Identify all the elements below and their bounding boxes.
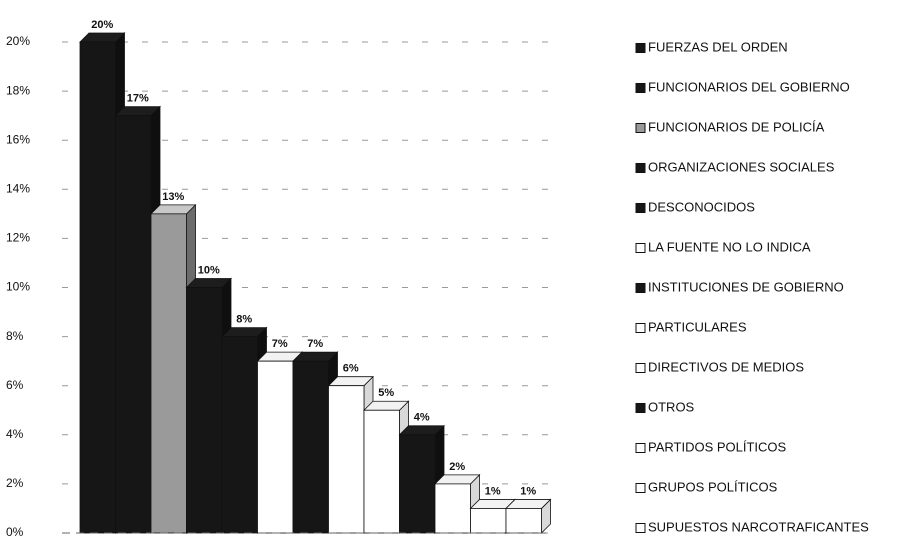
data-label: 5%: [378, 387, 394, 399]
bar: [470, 508, 507, 534]
legend-label: FUNCIONARIOS DEL GOBIERNO: [648, 79, 850, 94]
y-tick-label: 0%: [6, 525, 24, 539]
data-label: 10%: [198, 264, 220, 276]
legend-swatch: [635, 243, 646, 253]
legend-label: SUPUESTOS NARCOTRAFICANTES: [648, 519, 869, 534]
bar: [434, 483, 471, 534]
data-label: 1%: [485, 485, 501, 497]
legend-swatch: [635, 203, 646, 213]
data-label: 7%: [307, 338, 323, 350]
data-label: 20%: [91, 19, 113, 31]
data-label: 7%: [272, 338, 288, 350]
legend-label: OTROS: [648, 399, 695, 414]
bar: [150, 213, 187, 534]
legend-label: INSTITUCIONES DE GOBIERNO: [648, 279, 844, 294]
y-tick-label: 6%: [6, 378, 24, 392]
legend-label: ORGANIZACIONES SOCIALES: [648, 159, 835, 174]
bar: [328, 385, 365, 534]
bar: [505, 508, 542, 534]
y-tick-label: 12%: [6, 231, 30, 245]
bar: [186, 287, 223, 534]
legend-label: LA FUENTE NO LO INDICA: [648, 239, 811, 254]
legend-swatch: [635, 43, 646, 53]
data-label: 13%: [162, 191, 184, 203]
data-label: 1%: [520, 485, 536, 497]
legend-label: PARTICULARES: [648, 319, 747, 334]
y-tick-label: 8%: [6, 329, 24, 343]
data-label: 2%: [449, 461, 465, 473]
legend-swatch: [635, 163, 646, 173]
legend-label: PARTIDOS POLÍTICOS: [648, 439, 787, 454]
bar: [292, 360, 329, 534]
legend-label: DESCONOCIDOS: [648, 199, 755, 214]
legend-swatch: [635, 283, 646, 293]
data-label: 8%: [236, 314, 252, 326]
legend-swatch: [635, 363, 646, 373]
data-label: 17%: [127, 93, 149, 105]
legend-swatch: [635, 123, 646, 133]
bar: [221, 336, 258, 534]
legend-label: FUNCIONARIOS DE POLICÍA: [648, 119, 825, 134]
y-tick-label: 18%: [6, 83, 30, 97]
legend-label: FUERZAS DEL ORDEN: [648, 39, 788, 54]
legend-swatch: [635, 443, 646, 453]
y-tick-label: 14%: [6, 181, 30, 195]
y-tick-label: 16%: [6, 132, 30, 146]
data-label: 4%: [414, 412, 430, 424]
bar: [257, 360, 294, 534]
bar: [399, 434, 436, 534]
y-tick-label: 10%: [6, 280, 30, 294]
legend-swatch: [635, 403, 646, 413]
bar: [79, 41, 116, 534]
y-tick-label: 4%: [6, 427, 24, 441]
legend-swatch: [635, 323, 646, 333]
legend-label: DIRECTIVOS DE MEDIOS: [648, 359, 804, 374]
bar: [363, 409, 400, 534]
bar: [115, 115, 152, 534]
y-tick-label: 20%: [6, 34, 30, 48]
legend-swatch: [635, 523, 646, 533]
y-tick-label: 2%: [6, 476, 24, 490]
legend-label: GRUPOS POLÍTICOS: [648, 479, 778, 494]
data-label: 6%: [343, 363, 359, 375]
legend-swatch: [635, 483, 646, 493]
legend-swatch: [635, 83, 646, 93]
